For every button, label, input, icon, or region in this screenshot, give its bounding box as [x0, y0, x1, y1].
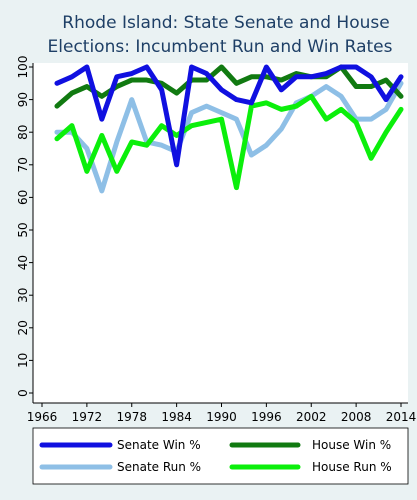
series-lines: [54, 64, 404, 194]
x-tick-label: 1972: [72, 410, 103, 424]
y-tick-label: 0: [16, 389, 30, 397]
legend: Senate Win % House Win % Senate Run % House…: [39, 438, 392, 474]
x-tick-label: 2014: [386, 410, 417, 424]
chart-title: Rhode Island: State Senate and House: [62, 13, 389, 33]
y-tick-label: 100: [16, 56, 30, 79]
x-tick-label: 2008: [341, 410, 372, 424]
series-line-senate-win: [54, 64, 404, 168]
chart-subtitle: Elections: Incumbent Run and Win Rates: [48, 37, 393, 57]
legend-label-senate-run: Senate Run %: [117, 460, 201, 474]
x-tick-label: 1990: [206, 410, 237, 424]
x-tick-label: 1978: [116, 410, 147, 424]
series-line-senate-run: [54, 80, 404, 194]
y-tick-label: 20: [16, 320, 30, 335]
legend-label-house-run: House Run %: [312, 460, 392, 474]
x-tick-label: 1984: [161, 410, 192, 424]
y-tick-label: 10: [16, 353, 30, 368]
legend-label-senate-win: Senate Win %: [117, 438, 201, 452]
x-tick-label: 2002: [296, 410, 327, 424]
y-tick-label: 90: [16, 92, 30, 107]
y-tick-label: 30: [16, 288, 30, 303]
legend-box: [32, 427, 409, 485]
y-tick-label: 80: [16, 125, 30, 140]
x-tick-label: 1996: [251, 410, 282, 424]
series-line-house-run: [54, 93, 404, 191]
x-tick-label: 1966: [27, 410, 58, 424]
y-tick-label: 60: [16, 190, 30, 205]
y-tick-label: 40: [16, 255, 30, 270]
axes: 0 10 20 30 40 50 60 70 80 90 100 1966 1972 1978 1984 19…: [16, 56, 416, 424]
y-tick-label: 50: [16, 222, 30, 237]
legend-label-house-win: House Win %: [312, 438, 391, 452]
y-tick-label: 70: [16, 157, 30, 172]
